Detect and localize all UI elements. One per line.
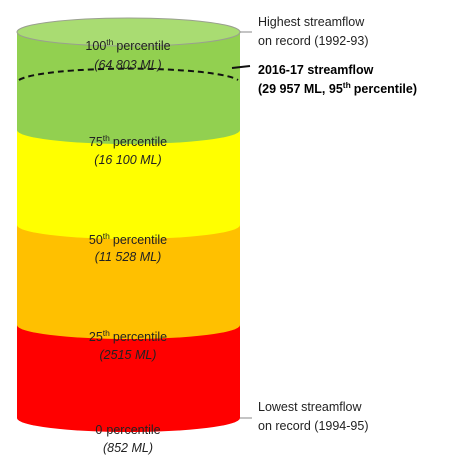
current-note: 2016-17 streamflow — [258, 63, 374, 77]
current-note-suffix: th — [343, 80, 351, 90]
level-label: 50th percentile — [89, 231, 167, 247]
level-labels: 100th percentile (64 803 ML) 75th percenti… — [85, 37, 170, 455]
level-label: 25th percentile — [89, 328, 167, 344]
label-word: percentile — [113, 135, 167, 149]
level-volume: (2515 ML) — [100, 348, 157, 362]
label-word: percentile — [116, 39, 170, 53]
band-green — [17, 32, 240, 130]
current-note-start: (29 957 ML, 95 — [258, 82, 343, 96]
ordinal-suffix: th — [103, 328, 110, 338]
level-label: 100th percentile — [85, 37, 170, 53]
level-volume: (11 528 ML) — [95, 250, 161, 264]
label-word: percentile — [106, 423, 160, 437]
current-level-line — [18, 67, 239, 81]
level-volume: (852 ML) — [103, 441, 153, 455]
ordinal-suffix: th — [103, 133, 110, 143]
level-volume: (64 803 ML) — [94, 58, 161, 72]
ordinal: 25 — [89, 330, 103, 344]
ordinal: 100 — [85, 39, 106, 53]
level-label: 0 percentile — [95, 423, 160, 437]
cylinder — [16, 17, 252, 432]
level-volume: (16 100 ML) — [94, 153, 161, 167]
current-note-end: percentile) — [354, 82, 417, 96]
band-red — [17, 325, 240, 418]
level-label: 75th percentile — [89, 133, 167, 149]
label-word: percentile — [113, 233, 167, 247]
lowest-note: on record (1994-95) — [258, 419, 368, 433]
highest-note: Highest streamflow — [258, 15, 365, 29]
annotations: Highest streamflow on record (1992-93) 2… — [258, 15, 417, 433]
ordinal-suffix: th — [103, 231, 110, 241]
band-orange — [17, 225, 240, 325]
ordinal-suffix: th — [106, 37, 113, 47]
band-yellow — [17, 130, 240, 225]
current-connector — [231, 65, 251, 69]
lowest-note: Lowest streamflow — [258, 400, 362, 414]
label-word: percentile — [113, 330, 167, 344]
ordinal: 0 — [95, 423, 102, 437]
current-note: (29 957 ML, 95th percentile) — [258, 80, 417, 96]
ordinal: 75 — [89, 135, 103, 149]
ordinal: 50 — [89, 233, 103, 247]
highest-note: on record (1992-93) — [258, 34, 368, 48]
